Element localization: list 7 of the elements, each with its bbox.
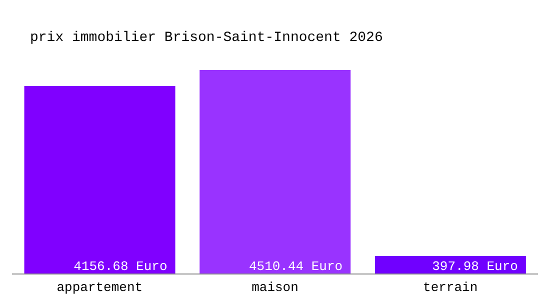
x-tick-label: maison	[252, 280, 298, 296]
data-label: 4156.68 Euro	[74, 259, 168, 274]
x-tick-label: appartement	[56, 280, 143, 296]
x-tick-label: terrain	[423, 280, 478, 296]
data-label: 4510.44 Euro	[248, 259, 343, 274]
data-label: 397.98 Euro	[432, 259, 518, 274]
chart-title: prix immobilier Brison-Saint-Innocent 2026	[30, 30, 383, 46]
